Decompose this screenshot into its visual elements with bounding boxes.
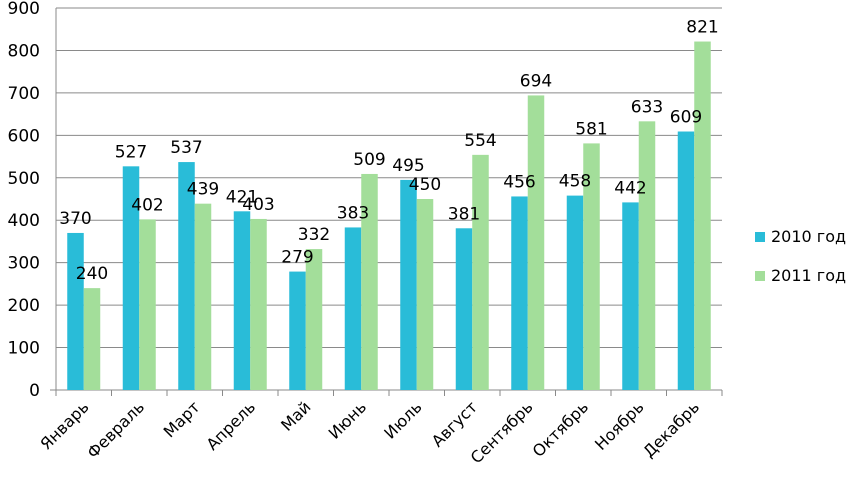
data-label: 439 xyxy=(187,180,219,200)
bar xyxy=(472,154,489,390)
data-label: 509 xyxy=(353,150,385,170)
y-tick-label: 700 xyxy=(8,84,40,104)
y-tick-label: 500 xyxy=(8,169,40,189)
bar xyxy=(416,199,434,390)
y-tick-label: 800 xyxy=(8,41,40,61)
x-tick-label: Май xyxy=(277,397,314,434)
y-axis: 0 100 200 300 400 500 600 700 800 900 xyxy=(8,0,723,401)
bar xyxy=(694,41,711,390)
bar xyxy=(400,179,417,390)
bar xyxy=(233,211,251,390)
bar xyxy=(194,203,212,390)
bar xyxy=(583,143,600,390)
data-label: 694 xyxy=(520,71,552,91)
bar xyxy=(622,202,639,390)
bar xyxy=(527,95,545,391)
data-label: 403 xyxy=(242,195,274,215)
y-tick-label: 0 xyxy=(29,381,40,401)
y-tick-label: 300 xyxy=(8,254,40,274)
bar xyxy=(677,131,695,390)
data-label: 633 xyxy=(631,97,663,117)
data-label: 442 xyxy=(614,178,646,198)
x-tick-label: Ноябрь xyxy=(591,397,648,454)
data-label: 456 xyxy=(503,172,535,192)
x-tick-label: Январь xyxy=(36,397,92,453)
x-tick-label: Август xyxy=(428,397,481,450)
data-label: 381 xyxy=(448,204,480,224)
data-label: 527 xyxy=(115,142,147,162)
data-label: 495 xyxy=(392,156,424,176)
y-tick-label: 400 xyxy=(8,211,40,231)
bar xyxy=(289,271,306,390)
x-tick-label: Декабрь xyxy=(639,397,703,461)
legend-label: 2011 год xyxy=(771,266,846,285)
bar xyxy=(250,218,267,390)
data-label: 279 xyxy=(281,248,313,268)
bar xyxy=(305,249,323,390)
bar xyxy=(83,288,101,390)
bar xyxy=(361,173,378,390)
gridlines xyxy=(56,7,722,349)
x-tick-label: Февраль xyxy=(83,397,148,462)
legend: 2010 год 2011 год xyxy=(755,227,846,285)
bar xyxy=(67,232,84,390)
y-tick-label: 200 xyxy=(8,296,40,316)
data-label: 537 xyxy=(170,138,202,158)
legend-swatch xyxy=(755,271,765,281)
data-label: 402 xyxy=(131,195,163,215)
y-tick-label: 100 xyxy=(8,339,40,359)
x-tick-label: Март xyxy=(160,397,204,441)
legend-label: 2010 год xyxy=(771,227,846,246)
x-tick-label: Октябрь xyxy=(529,397,592,460)
data-label: 332 xyxy=(298,225,330,245)
bar xyxy=(178,162,195,390)
bars xyxy=(67,41,711,391)
legend-swatch xyxy=(755,232,765,242)
data-label: 370 xyxy=(59,209,91,229)
data-label: 458 xyxy=(559,172,591,192)
data-label: 821 xyxy=(686,18,718,38)
bar xyxy=(139,219,156,390)
bar xyxy=(344,227,362,390)
bar xyxy=(511,196,528,390)
data-label: 240 xyxy=(76,264,108,284)
x-tick-label: Июнь xyxy=(325,397,370,442)
data-label: 554 xyxy=(464,131,496,151)
bar xyxy=(455,228,473,390)
data-label: 450 xyxy=(409,175,441,195)
data-label: 383 xyxy=(337,203,369,223)
data-label: 581 xyxy=(575,119,607,139)
data-label: 421 xyxy=(226,187,258,207)
bar xyxy=(566,195,584,390)
bar xyxy=(638,121,656,391)
x-tick-label: Июль xyxy=(380,397,425,442)
data-label: 609 xyxy=(670,108,702,128)
bar xyxy=(122,166,140,390)
y-tick-label: 900 xyxy=(8,0,40,19)
x-tick-label: Апрель xyxy=(202,397,259,454)
y-tick-label: 600 xyxy=(8,126,40,146)
